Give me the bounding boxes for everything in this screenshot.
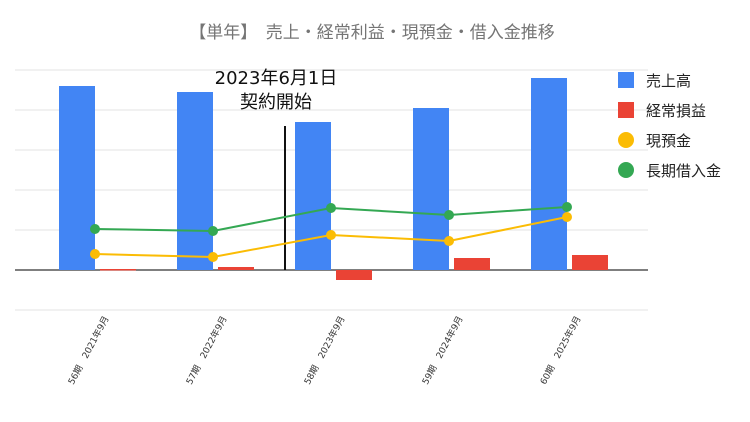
legend-label: 長期借入金 [646,162,721,180]
point-long-term-debt [208,226,218,236]
bar-sales [59,86,95,270]
bar-ordinary-profit [454,258,490,270]
point-long-term-debt [326,203,336,213]
bar-ordinary-profit [572,255,608,270]
chart-title: 【単年】 売上・経常利益・現預金・借入金推移 [189,23,555,43]
legend-swatch [618,102,634,118]
legend-label: 売上高 [646,72,691,90]
point-cash [326,230,336,240]
point-long-term-debt [90,224,100,234]
x-tick-label: 56期 2021年9月 [65,314,111,387]
lines [90,202,572,262]
point-cash [90,249,100,259]
bar-ordinary-profit [218,267,254,270]
legend-swatch [618,72,634,88]
point-cash [562,212,572,222]
point-cash [444,236,454,246]
bars [59,78,608,280]
bar-sales [177,92,213,270]
legend-swatch [618,132,634,148]
point-cash [208,252,218,262]
x-tick-label: 60期 2025年9月 [537,314,583,387]
annotation-text: 2023年6月1日 [215,68,338,89]
bar-sales [413,108,449,270]
x-tick-label: 57期 2022年9月 [183,314,229,387]
point-long-term-debt [562,202,572,212]
legend-label: 経常損益 [646,102,706,120]
x-tick-label: 58期 2023年9月 [301,314,347,387]
annotation-text: 契約開始 [240,92,312,113]
legend-swatch [618,162,634,178]
bar-ordinary-profit [336,270,372,280]
bar-ordinary-profit [100,269,136,271]
bar-sales [295,122,331,270]
x-tick-label: 59期 2024年9月 [419,314,465,387]
x-tick-labels: 56期 2021年9月 57期 2022年9月 58期 2023年9月 59期 202… [65,314,583,387]
legend-label: 現預金 [646,132,691,150]
bar-sales [531,78,567,270]
point-long-term-debt [444,210,454,220]
